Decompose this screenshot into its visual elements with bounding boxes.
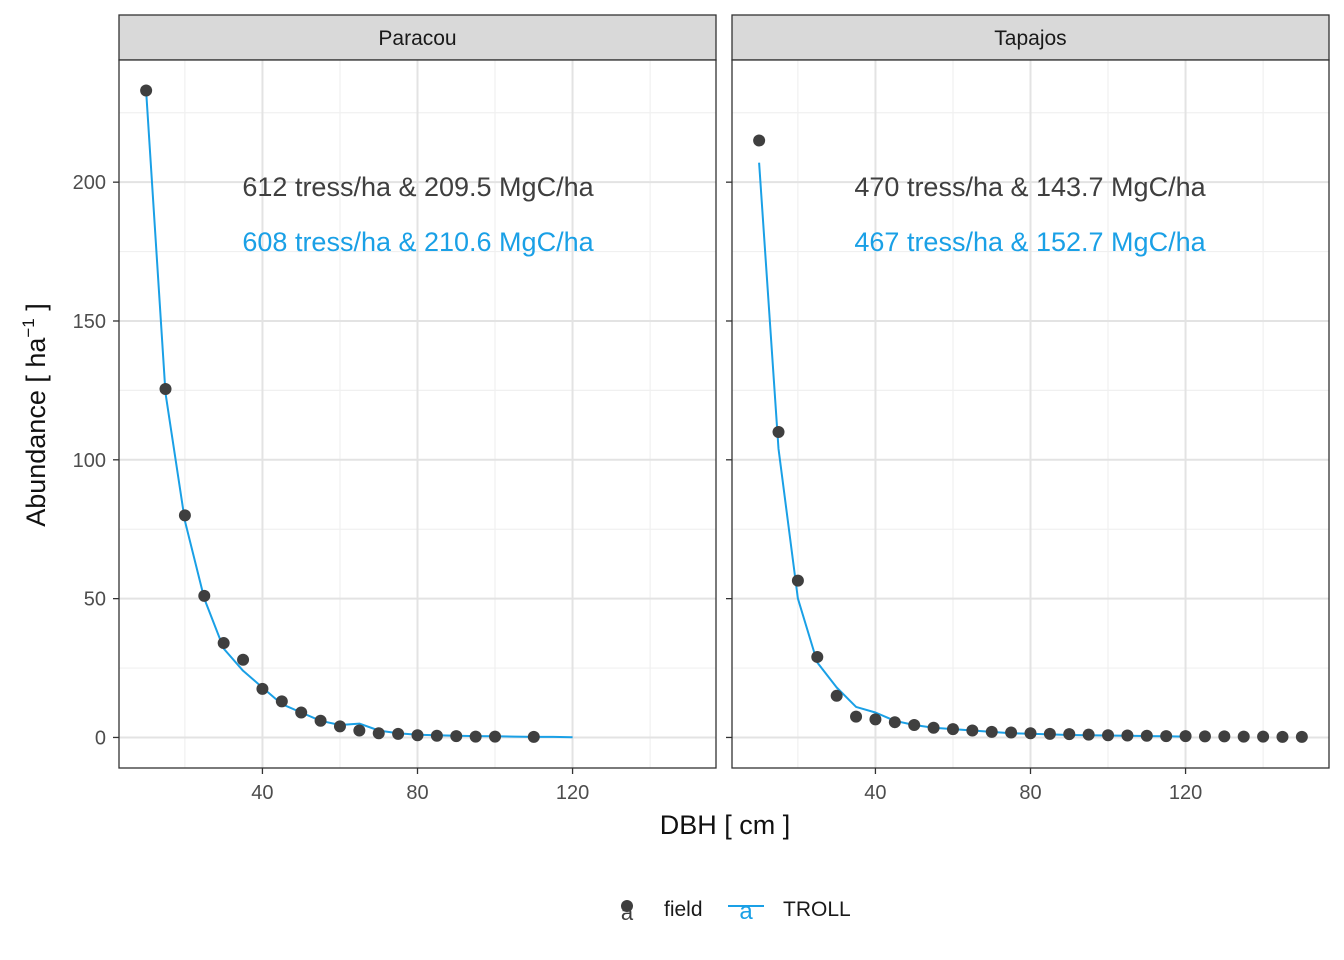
y-tick-label: 50 — [84, 589, 106, 611]
field-point — [1043, 727, 1056, 740]
x-tick-label: 40 — [864, 782, 886, 804]
field-point — [830, 689, 843, 702]
field-point — [1198, 730, 1211, 743]
field-point — [1102, 729, 1115, 742]
y-axis-label: Abundance [ ha−1 ] — [19, 303, 51, 527]
field-point — [1295, 730, 1308, 743]
field-point — [275, 695, 288, 708]
field-point — [333, 720, 346, 733]
legend-key-troll-letter: a — [739, 898, 753, 925]
troll-annotation: 467 tress/ha & 152.7 MgC/ha — [854, 227, 1206, 257]
field-point — [753, 134, 766, 147]
x-tick-label: 120 — [1169, 782, 1202, 804]
field-point — [966, 724, 979, 737]
legend-label-troll: TROLL — [783, 898, 851, 921]
field-point — [791, 574, 804, 587]
field-point — [869, 713, 882, 726]
y-axis-label-end: ] — [21, 303, 51, 318]
field-point — [450, 730, 463, 743]
legend: a field a TROLL — [621, 898, 851, 925]
field-point — [1140, 729, 1153, 742]
field-point — [850, 710, 863, 723]
field-point — [1218, 730, 1231, 743]
gridlines — [732, 60, 1329, 768]
y-axis-label-superscript: −1 — [19, 318, 38, 337]
field-point — [946, 723, 959, 736]
panel-border — [731, 59, 1330, 769]
x-tick-label: 80 — [406, 782, 428, 804]
field-point — [1237, 730, 1250, 743]
troll-annotation: 608 tress/ha & 210.6 MgC/ha — [242, 227, 594, 257]
field-point — [430, 729, 443, 742]
field-annotation: 612 tress/ha & 209.5 MgC/ha — [242, 172, 594, 202]
x-tick-label: 80 — [1019, 782, 1041, 804]
field-point — [1257, 730, 1270, 743]
facet-title: Tapajos — [994, 27, 1066, 50]
legend-label-field: field — [664, 898, 703, 921]
field-point — [927, 721, 940, 734]
field-point — [527, 730, 540, 743]
y-tick-label: 200 — [73, 172, 106, 194]
legend-key-field-point — [621, 900, 633, 912]
field-point — [256, 682, 269, 695]
field-point — [392, 727, 405, 740]
field-point — [178, 509, 191, 522]
field-point — [469, 730, 482, 743]
field-point — [1082, 728, 1095, 741]
field-point — [411, 729, 424, 742]
legend-key-field-letter: a — [621, 900, 634, 925]
x-axis-label: DBH [ cm ] — [660, 810, 791, 840]
field-point — [985, 725, 998, 738]
panel-paracou: Paracou 40 80 120 0 50 100 150 200 612 tress/ha &… — [73, 14, 717, 804]
field-point — [1160, 730, 1173, 743]
field-point — [140, 84, 153, 97]
field-point — [295, 706, 308, 719]
field-point — [811, 650, 824, 663]
facet-title: Paracou — [378, 27, 456, 50]
facet-panels: Paracou 40 80 120 0 50 100 150 200 612 tress/ha &… — [73, 14, 1330, 804]
field-point — [314, 714, 327, 727]
field-point — [1063, 728, 1076, 741]
panel-border — [118, 59, 717, 769]
field-point — [1179, 730, 1192, 743]
field-point — [353, 724, 366, 737]
field-point — [908, 718, 921, 731]
field-point — [372, 727, 385, 740]
field-point — [1121, 729, 1134, 742]
troll-line — [145, 90, 573, 739]
legend-item-troll: a TROLL — [728, 898, 851, 925]
legend-item-field: a field — [621, 898, 703, 925]
field-point — [1024, 727, 1037, 740]
field-point — [237, 653, 250, 666]
gridlines — [119, 60, 716, 768]
y-tick-label: 0 — [95, 727, 106, 749]
field-point — [1276, 730, 1289, 743]
y-tick-label: 150 — [73, 311, 106, 333]
field-point — [217, 637, 230, 650]
field-point — [1005, 726, 1018, 739]
panel-tapajos: Tapajos 40 80 120 470 tress/ha & 143.7 MgC/h… — [726, 14, 1330, 804]
field-point — [772, 426, 785, 439]
y-tick-label: 100 — [73, 450, 106, 472]
field-point — [198, 589, 211, 602]
field-point — [888, 716, 901, 729]
y-axis-label-main: Abundance [ ha — [21, 337, 51, 527]
facet-strip — [118, 14, 717, 61]
field-annotation: 470 tress/ha & 143.7 MgC/ha — [854, 172, 1206, 202]
x-tick-label: 40 — [251, 782, 273, 804]
field-point — [489, 730, 502, 743]
x-tick-label: 120 — [556, 782, 589, 804]
field-point — [159, 383, 172, 396]
